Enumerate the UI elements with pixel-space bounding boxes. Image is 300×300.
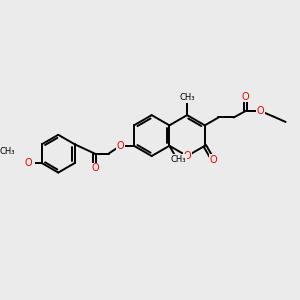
- Text: CH₃: CH₃: [171, 155, 186, 164]
- Text: O: O: [242, 92, 250, 101]
- Text: O: O: [116, 141, 124, 151]
- Text: O: O: [256, 106, 264, 116]
- Text: CH₃: CH₃: [179, 93, 195, 102]
- Text: O: O: [183, 151, 191, 161]
- Text: O: O: [209, 155, 217, 165]
- Text: CH₃: CH₃: [0, 147, 15, 156]
- Text: O: O: [25, 158, 32, 168]
- Text: O: O: [91, 163, 99, 173]
